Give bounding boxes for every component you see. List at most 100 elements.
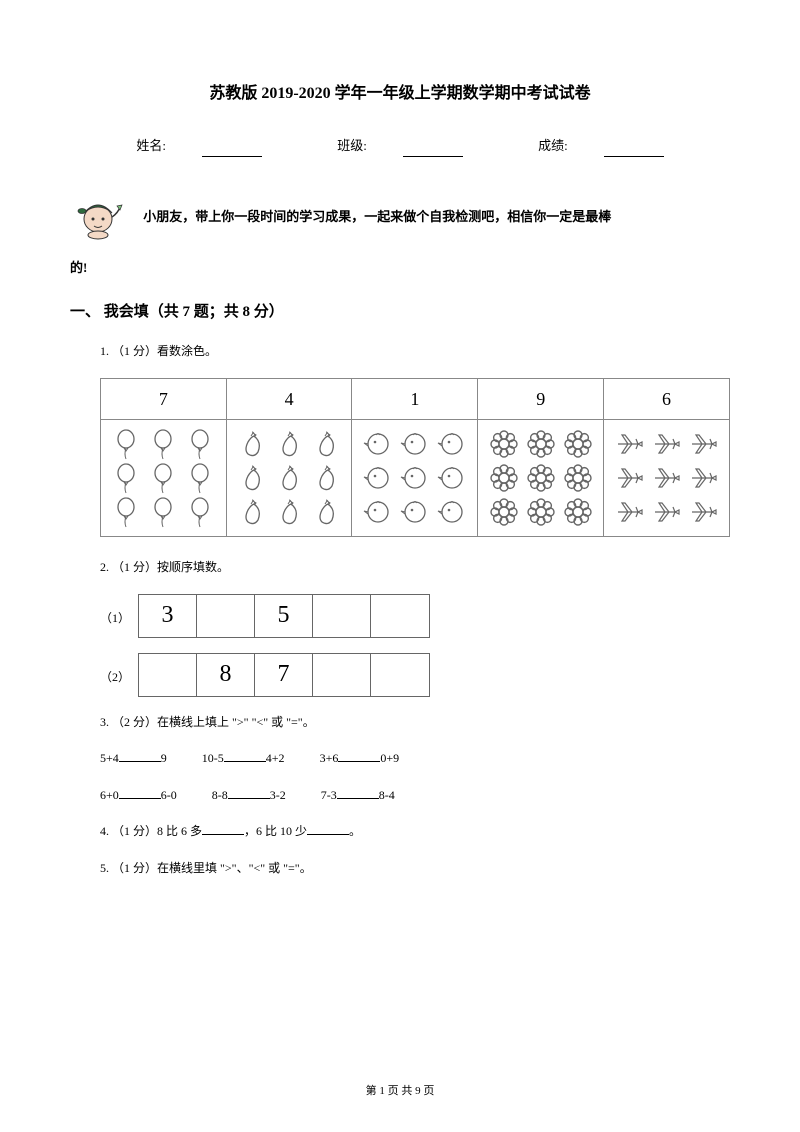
sequence-label: （1）: [100, 608, 130, 638]
plane-icon: [686, 428, 721, 460]
balloon-icon: [183, 496, 218, 528]
sequence-box[interactable]: [371, 595, 429, 637]
chick-icon: [434, 496, 469, 528]
sequence-box[interactable]: [197, 595, 255, 637]
table-header-row: 7 4 1 9 6: [101, 378, 730, 419]
icon-cell-eggplants: [226, 419, 352, 536]
question-3: 3. （2 分）在横线上填上 ">" "<" 或 "="。: [70, 712, 730, 734]
compare-blank[interactable]: [119, 787, 161, 799]
q4-blank-2[interactable]: [307, 823, 349, 835]
compare-blank[interactable]: [338, 750, 380, 762]
plane-icon: [612, 496, 647, 528]
eggplant-icon: [235, 428, 270, 460]
class-blank[interactable]: [403, 143, 463, 157]
sequence-box: 3: [139, 595, 197, 637]
eggplant-icon: [309, 462, 344, 494]
balloon-icon: [109, 428, 144, 460]
chick-icon: [434, 462, 469, 494]
balloon-icon: [146, 428, 181, 460]
greeting-text-1: 小朋友，带上你一段时间的学习成果，一起来做个自我检测吧，相信你一定是最棒: [143, 209, 611, 224]
question-4: 4. （1 分）8 比 6 多，6 比 10 少。: [70, 821, 730, 843]
expr-left: 10-5: [202, 751, 224, 765]
icon-cell-chicks: [352, 419, 478, 536]
balloon-icon: [183, 462, 218, 494]
plane-icon: [612, 462, 647, 494]
expr-right: 8-4: [379, 788, 395, 802]
chick-icon: [434, 428, 469, 460]
hdr-cell: 9: [478, 378, 604, 419]
expr-left: 7-3: [321, 788, 337, 802]
balloon-icon: [109, 496, 144, 528]
q4-suffix: 。: [349, 824, 361, 838]
expr-right: 3-2: [270, 788, 286, 802]
section-1-header: 一、 我会填（共 7 题；共 8 分）: [70, 299, 730, 326]
expr-left: 5+4: [100, 751, 119, 765]
page-title: 苏教版 2019-2020 学年一年级上学期数学期中考试试卷: [70, 80, 730, 109]
icon-cell-balloons: [101, 419, 227, 536]
compare-blank[interactable]: [224, 750, 266, 762]
score-label: 成绩:: [538, 138, 568, 153]
sequence-box[interactable]: [139, 654, 197, 696]
hdr-cell: 6: [604, 378, 730, 419]
chick-icon: [360, 462, 395, 494]
hdr-cell: 7: [101, 378, 227, 419]
hdr-cell: 1: [352, 378, 478, 419]
sequence-box[interactable]: [371, 654, 429, 696]
chick-icon: [360, 496, 395, 528]
expression-row: 5+4910-54+23+60+9: [70, 748, 730, 770]
eggplant-icon: [272, 462, 307, 494]
balloon-icon: [183, 428, 218, 460]
flower-icon: [486, 496, 521, 528]
q1-table: 7 4 1 9 6: [100, 378, 730, 537]
class-label: 班级:: [337, 138, 367, 153]
eggplant-icon: [309, 428, 344, 460]
sequence-box[interactable]: [313, 654, 371, 696]
plane-icon: [686, 496, 721, 528]
flower-icon: [523, 462, 558, 494]
eggplant-icon: [235, 462, 270, 494]
expr-right: 4+2: [266, 751, 285, 765]
balloon-icon: [109, 462, 144, 494]
sequence-boxes: 35: [138, 594, 430, 638]
greeting-row: 小朋友，带上你一段时间的学习成果，一起来做个自我检测吧，相信你一定是最棒: [70, 187, 730, 249]
question-1: 1. （1 分）看数涂色。: [70, 341, 730, 363]
sequence-row: （1） 35: [100, 594, 730, 638]
eggplant-icon: [235, 496, 270, 528]
name-label: 姓名:: [136, 138, 166, 153]
flower-icon: [560, 428, 595, 460]
page-footer: 第 1 页 共 9 页: [0, 1082, 800, 1102]
expr-left: 6+0: [100, 788, 119, 802]
sequence-box[interactable]: [313, 595, 371, 637]
compare-blank[interactable]: [228, 787, 270, 799]
sequence-boxes: 87: [138, 653, 430, 697]
icon-cell-flowers: [478, 419, 604, 536]
compare-blank[interactable]: [337, 787, 379, 799]
sequence-row: （2）87: [100, 653, 730, 697]
plane-icon: [686, 462, 721, 494]
chick-icon: [360, 428, 395, 460]
chick-icon: [397, 462, 432, 494]
mascot-icon: [70, 187, 125, 249]
flower-icon: [486, 462, 521, 494]
expr-left: 8-8: [212, 788, 228, 802]
compare-blank[interactable]: [119, 750, 161, 762]
question-2: 2. （1 分）按顺序填数。: [70, 557, 730, 579]
plane-icon: [612, 428, 647, 460]
sequence-box: 7: [255, 654, 313, 696]
name-blank[interactable]: [202, 143, 262, 157]
q4-blank-1[interactable]: [202, 823, 244, 835]
score-blank[interactable]: [604, 143, 664, 157]
flower-icon: [560, 496, 595, 528]
expr-right: 9: [161, 751, 167, 765]
eggplant-icon: [272, 428, 307, 460]
sequence-box: 8: [197, 654, 255, 696]
question-5: 5. （1 分）在横线里填 ">"、"<" 或 "="。: [70, 858, 730, 880]
balloon-icon: [146, 496, 181, 528]
eggplant-icon: [272, 496, 307, 528]
eggplant-icon: [309, 496, 344, 528]
plane-icon: [649, 496, 684, 528]
expression-row: 6+06-08-83-27-38-4: [70, 785, 730, 807]
flower-icon: [523, 496, 558, 528]
chick-icon: [397, 428, 432, 460]
info-row: 姓名: 班级: 成绩:: [70, 134, 730, 157]
